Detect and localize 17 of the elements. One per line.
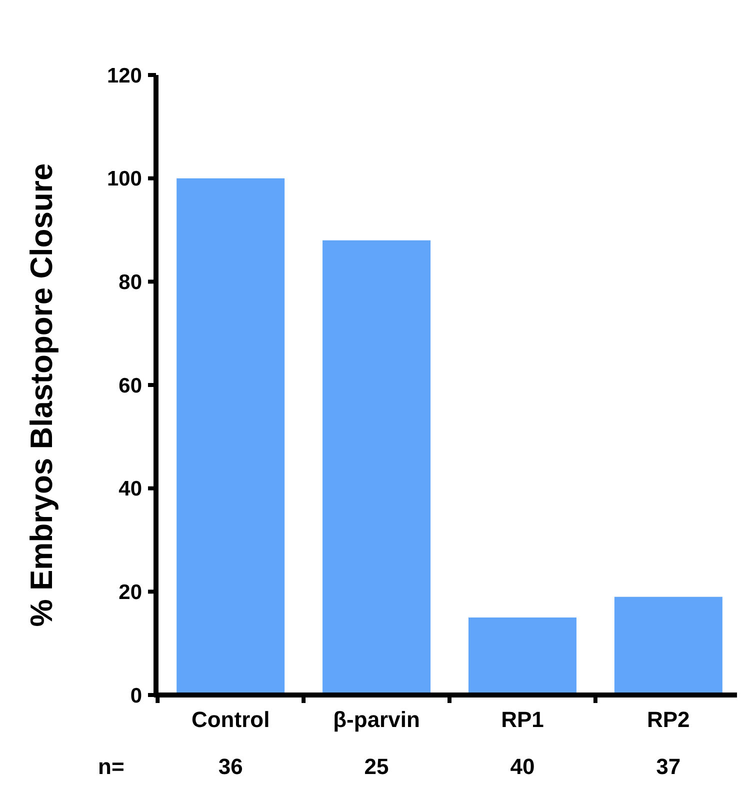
- text: 40: [510, 754, 535, 779]
- text: n=: [98, 754, 124, 779]
- y-tick-label: 20: [118, 581, 142, 604]
- y-tick-label: 60: [118, 374, 142, 398]
- y-tick-label: 0: [130, 684, 142, 708]
- y-tick-label: 40: [118, 478, 142, 501]
- text: 25: [364, 754, 389, 779]
- x-tick-label: RP1: [501, 707, 544, 732]
- y-tick-label: 120: [106, 64, 142, 88]
- x-tick-label: β-parvin: [333, 707, 420, 732]
- text: 36: [218, 754, 243, 779]
- y-tick-label: 100: [106, 168, 142, 191]
- y-tick-label: 80: [118, 271, 142, 294]
- text: 37: [656, 754, 681, 779]
- x-tick-label: Control: [191, 707, 270, 732]
- y-axis-title: % Embryos Blastopore Closure: [24, 163, 59, 627]
- x-tick-label: RP2: [647, 707, 690, 732]
